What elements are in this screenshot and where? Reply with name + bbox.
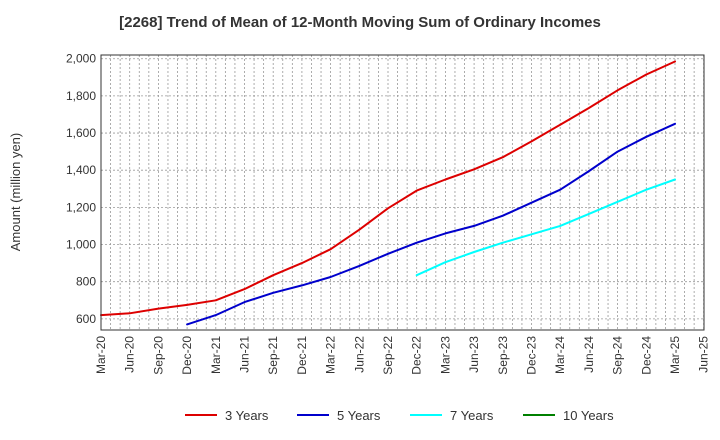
- y-tick-label: 600: [76, 312, 96, 326]
- x-tick-label: Dec-21: [295, 336, 309, 375]
- grid-lines: [101, 55, 705, 330]
- legend-label: 3 Years: [225, 408, 269, 423]
- x-tick-label: Sep-20: [151, 336, 165, 375]
- chart-title: [2268] Trend of Mean of 12-Month Moving …: [119, 14, 601, 31]
- series-line-5-years: [186, 122, 676, 326]
- y-tick-label: 1,400: [66, 163, 96, 177]
- x-tick-label: Mar-20: [94, 336, 108, 374]
- y-tick-label: 1,000: [66, 238, 96, 252]
- x-tick-label: Jun-20: [123, 336, 137, 373]
- x-tick-label: Sep-22: [381, 336, 395, 375]
- y-tick-label: 1,200: [66, 200, 96, 214]
- x-tick-label: Mar-24: [553, 336, 567, 374]
- legend: 3 Years 5 Years 7 Years 10 Years: [185, 408, 614, 423]
- y-tick-label: 1,600: [66, 126, 96, 140]
- series-line-3-years: [100, 60, 676, 317]
- x-tick-label: Sep-24: [611, 336, 625, 375]
- x-tick-label: Mar-23: [438, 336, 452, 374]
- legend-label: 5 Years: [337, 408, 381, 423]
- plot-border: [100, 54, 705, 331]
- x-tick-label: Jun-24: [582, 336, 596, 373]
- x-tick-label: Jun-21: [238, 336, 252, 373]
- y-tick-label: 800: [76, 275, 96, 289]
- y-tick-label: 2,000: [66, 52, 96, 66]
- x-tick-label: Mar-25: [668, 336, 682, 374]
- x-tick-label: Sep-23: [496, 336, 510, 375]
- plot-area: [101, 55, 704, 330]
- x-tick-label: Dec-23: [525, 336, 539, 375]
- x-tick-label: Mar-22: [324, 336, 338, 374]
- legend-label: 10 Years: [563, 408, 614, 423]
- x-tick-label: Dec-20: [180, 336, 194, 375]
- y-axis-title: Amount (million yen): [8, 133, 23, 252]
- y-tick-labels: 600 800 1,000 1,200 1,400 1,600 1,800 2,000: [66, 52, 96, 326]
- x-tick-label: Sep-21: [266, 336, 280, 375]
- x-tick-label: Dec-22: [410, 336, 424, 375]
- x-tick-label: Jun-25: [697, 336, 711, 373]
- series-line-7-years: [415, 178, 676, 277]
- y-tick-label: 1,800: [66, 89, 96, 103]
- x-tick-labels: Mar-20 Jun-20 Sep-20 Dec-20 Mar-21 Jun-21 Sep-…: [94, 336, 711, 375]
- x-tick-label: Jun-23: [467, 336, 481, 373]
- x-tick-label: Jun-22: [352, 336, 366, 373]
- x-tick-label: Mar-21: [209, 336, 223, 374]
- x-tick-label: Dec-24: [639, 336, 653, 375]
- legend-label: 7 Years: [450, 408, 494, 423]
- series-lines: [100, 60, 676, 326]
